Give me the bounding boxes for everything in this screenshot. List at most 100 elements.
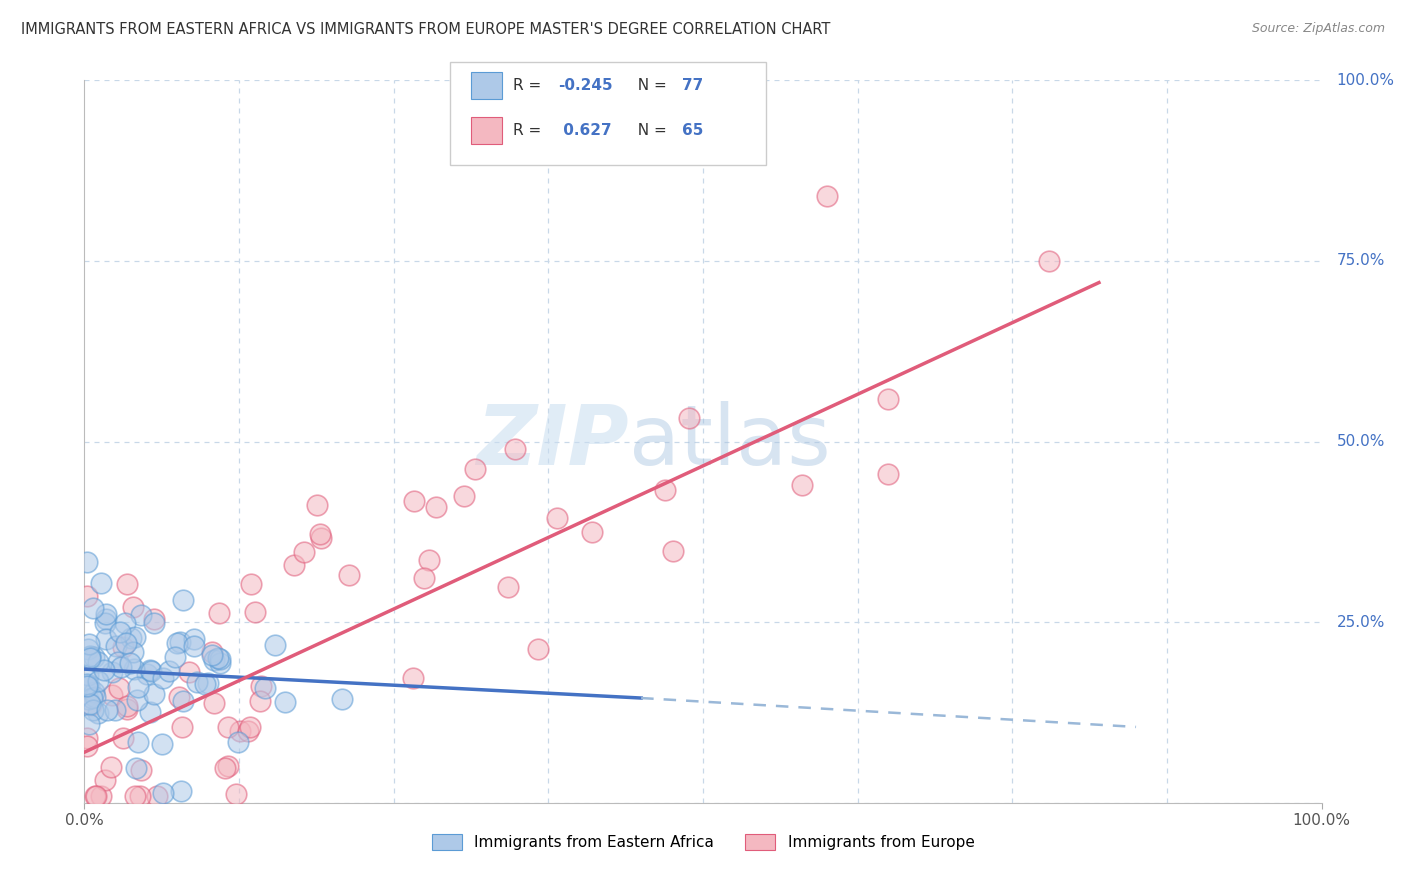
Point (108, 625, 131, 640)
Point (93, 663, 115, 677)
Point (111, 731, 134, 745)
Point (77, 692, 100, 706)
Point (404, 494, 426, 508)
Point (94, 615, 117, 630)
Point (122, 645, 145, 659)
Point (208, 606, 231, 620)
Point (654, 483, 676, 498)
Point (129, 607, 152, 622)
Point (90, 576, 112, 591)
Point (157, 664, 180, 678)
Point (308, 526, 330, 541)
Point (152, 671, 174, 685)
Point (120, 631, 142, 645)
Point (122, 662, 145, 676)
Point (77, 637, 100, 651)
Point (146, 789, 169, 803)
Point (169, 783, 191, 797)
Point (104, 639, 127, 653)
Point (1038, 253, 1060, 268)
Point (330, 691, 353, 706)
Point (84, 789, 107, 803)
Point (217, 759, 239, 773)
Point (79, 650, 101, 665)
Point (226, 735, 249, 749)
Point (104, 703, 127, 717)
Point (77, 667, 100, 681)
Text: 65: 65 (682, 123, 703, 137)
Point (208, 652, 231, 666)
Point (83, 650, 105, 665)
Point (217, 720, 239, 734)
Point (87, 674, 110, 689)
Text: 77: 77 (682, 78, 703, 93)
Point (401, 671, 423, 685)
Point (662, 544, 685, 558)
Point (108, 681, 131, 696)
Point (115, 698, 138, 713)
Point (152, 786, 174, 800)
Point (125, 761, 148, 775)
Point (80, 698, 103, 713)
Point (214, 761, 236, 775)
Text: IMMIGRANTS FROM EASTERN AFRICA VS IMMIGRANTS FROM EUROPE MASTER'S DEGREE CORRELA: IMMIGRANTS FROM EASTERN AFRICA VS IMMIGR… (21, 22, 831, 37)
Text: Source: ZipAtlas.com: Source: ZipAtlas.com (1251, 22, 1385, 36)
Point (84, 690, 107, 705)
Point (96, 703, 118, 717)
Point (264, 638, 287, 652)
Point (876, 392, 898, 407)
Point (143, 687, 166, 701)
Point (194, 676, 217, 690)
Point (143, 612, 166, 626)
Point (183, 639, 205, 653)
Point (170, 721, 193, 735)
Point (112, 640, 135, 655)
Point (76, 555, 98, 569)
Point (82, 601, 104, 615)
Point (129, 789, 152, 803)
Point (82, 703, 104, 717)
Point (100, 689, 122, 703)
Point (117, 702, 139, 716)
Point (87, 655, 110, 669)
Point (581, 525, 603, 540)
Point (169, 635, 191, 649)
Point (201, 645, 224, 659)
Point (207, 650, 229, 665)
Point (876, 467, 898, 481)
Point (124, 630, 146, 644)
Point (208, 657, 231, 671)
Point (815, 189, 838, 203)
Point (77, 716, 100, 731)
Point (337, 567, 360, 582)
Point (249, 693, 271, 707)
Point (418, 552, 440, 566)
Point (546, 510, 568, 524)
Point (107, 655, 129, 669)
Text: 50.0%: 50.0% (1337, 434, 1385, 449)
Point (82, 691, 104, 706)
Point (76, 739, 98, 753)
Point (172, 694, 194, 708)
Point (527, 641, 550, 656)
Point (503, 442, 526, 457)
Point (253, 681, 276, 695)
Point (76, 677, 98, 691)
Text: 100.0%: 100.0% (1337, 73, 1395, 87)
Point (167, 690, 190, 704)
Point (124, 789, 146, 803)
Text: -0.245: -0.245 (558, 78, 613, 93)
Point (177, 665, 200, 679)
Point (274, 695, 297, 709)
Point (100, 665, 122, 680)
Point (225, 787, 247, 801)
Point (239, 720, 262, 734)
Text: N =: N = (628, 123, 672, 137)
Point (236, 723, 259, 738)
Point (114, 616, 136, 631)
Text: R =: R = (513, 78, 547, 93)
Point (311, 531, 333, 545)
Point (118, 656, 141, 670)
Point (86, 706, 108, 720)
Point (100, 760, 122, 774)
